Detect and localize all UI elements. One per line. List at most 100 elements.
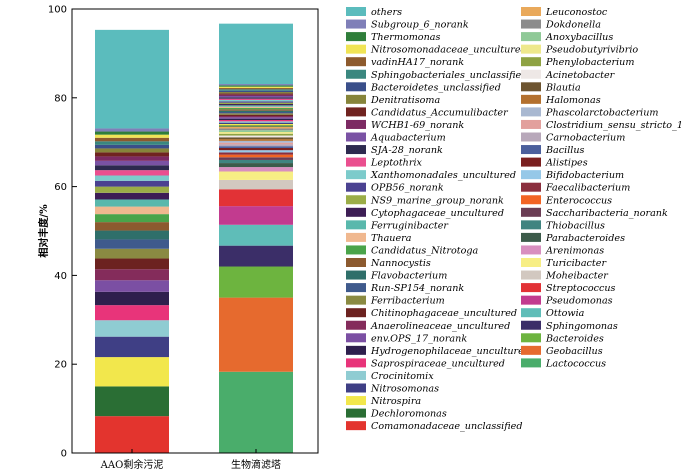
bar-segment bbox=[219, 89, 293, 91]
bar-segment bbox=[95, 180, 169, 187]
legend-swatch bbox=[521, 57, 541, 67]
legend-label: Denitratisoma bbox=[370, 95, 440, 106]
y-tick-label: 0 bbox=[61, 449, 67, 460]
legend-label: vadinHA17_norank bbox=[371, 57, 464, 68]
bar-segment bbox=[95, 156, 169, 161]
legend-label: Nitrosomonadaceae_uncultured bbox=[370, 45, 527, 56]
legend-swatch bbox=[521, 132, 541, 142]
legend-swatch bbox=[346, 119, 366, 129]
legend-label: Cytophagaceae_uncultured bbox=[371, 208, 504, 219]
bar-segment bbox=[95, 214, 169, 223]
legend-label: Alistipes bbox=[545, 158, 588, 169]
legend-label: Clostridium_sensu_stricto_1 bbox=[546, 120, 683, 131]
legend-label: WCHB1-69_norank bbox=[371, 120, 464, 131]
legend-label: Turicibacter bbox=[546, 258, 607, 269]
legend-swatch bbox=[521, 82, 541, 92]
legend-label: Run-SP154_norank bbox=[370, 283, 464, 294]
legend-label: Faecalibacterium bbox=[545, 183, 630, 194]
legend-swatch bbox=[346, 270, 366, 280]
legend-label: Bifidobacterium bbox=[545, 170, 624, 181]
bar-segment bbox=[219, 121, 293, 123]
axis-frame bbox=[71, 8, 319, 454]
bar-segment bbox=[219, 159, 293, 164]
legend-swatch bbox=[346, 245, 366, 255]
legend-label: Xanthomonadales_uncultured bbox=[370, 170, 516, 181]
bar-segment bbox=[95, 248, 169, 259]
bar-segment bbox=[219, 126, 293, 129]
bar-segment bbox=[219, 135, 293, 138]
bar-segment bbox=[219, 167, 293, 172]
legend-swatch bbox=[346, 396, 366, 406]
bar-segment bbox=[95, 128, 169, 132]
bar-segment bbox=[95, 134, 169, 138]
bar-segment bbox=[95, 239, 169, 249]
legend-swatch bbox=[346, 107, 366, 117]
legend-label: Moheibacter bbox=[545, 271, 609, 282]
legend-label: Arenimonas bbox=[545, 245, 604, 256]
legend-swatch bbox=[521, 69, 541, 79]
bar-segment bbox=[95, 386, 169, 417]
legend-label: Dechloromonas bbox=[370, 409, 447, 420]
bar-segment bbox=[219, 152, 293, 155]
legend-swatch bbox=[346, 370, 366, 380]
bar-segment bbox=[219, 371, 293, 453]
legend-swatch bbox=[521, 94, 541, 104]
legend-swatch bbox=[521, 308, 541, 318]
legend-swatch bbox=[346, 232, 366, 242]
legend-swatch bbox=[346, 345, 366, 355]
bar-segment bbox=[95, 258, 169, 270]
bar-segment bbox=[95, 186, 169, 193]
bar-segment bbox=[219, 144, 293, 147]
bar-segment bbox=[219, 112, 293, 114]
bar-segment bbox=[95, 152, 169, 157]
legend-swatch bbox=[521, 358, 541, 368]
legend-swatch bbox=[346, 19, 366, 29]
bar-segment bbox=[219, 266, 293, 298]
y-tick-label: 100 bbox=[48, 5, 67, 16]
bar-segment bbox=[95, 416, 169, 453]
bar-segment bbox=[219, 131, 293, 134]
bar-segment bbox=[219, 171, 293, 180]
bar-segment bbox=[219, 125, 293, 127]
bar-segment bbox=[219, 157, 293, 160]
legend-swatch bbox=[346, 283, 366, 293]
legend-swatch bbox=[346, 258, 366, 267]
legend-swatch bbox=[346, 57, 366, 67]
legend-swatch bbox=[346, 195, 366, 205]
legend-label: Ferruginibacter bbox=[370, 220, 449, 231]
legend-label: Lactococcus bbox=[545, 358, 606, 369]
bar-segment bbox=[219, 140, 293, 143]
bar-segment bbox=[219, 86, 293, 89]
legend-swatch bbox=[346, 157, 366, 167]
legend-label: Thermomonas bbox=[371, 32, 440, 43]
legend-label: Dokdonella bbox=[545, 20, 601, 31]
bar-segment bbox=[219, 120, 293, 122]
legend-swatch bbox=[346, 82, 366, 92]
legend-label: Candidatus_Accumulibacter bbox=[371, 107, 509, 118]
legend-swatch bbox=[346, 32, 366, 42]
legend-label: Chitinophagaceae_uncultured bbox=[371, 308, 517, 319]
legend-swatch bbox=[346, 132, 366, 142]
legend-swatch bbox=[521, 320, 541, 330]
bar-segment bbox=[95, 170, 169, 176]
legend-label: Phascolarctobacterium bbox=[545, 107, 659, 118]
legend-label: Candidatus_Nitrotoga bbox=[371, 245, 479, 256]
bar-segment bbox=[219, 117, 293, 119]
bar-segment bbox=[219, 101, 293, 103]
legend-label: Nitrospira bbox=[370, 396, 421, 407]
legend-label: Halomonas bbox=[545, 95, 601, 106]
bar-segment bbox=[95, 29, 169, 129]
bar-segment bbox=[219, 102, 293, 105]
bar-segment bbox=[95, 199, 169, 207]
bar-segment bbox=[95, 192, 169, 200]
legend-label: Flavobacterium bbox=[370, 271, 447, 282]
legend-label: Nitrosomonas bbox=[370, 384, 439, 395]
bar-segment bbox=[95, 160, 169, 166]
bar-segment bbox=[219, 150, 293, 153]
legend-label: Saccharibacteria_norank bbox=[546, 208, 668, 219]
bar-segment bbox=[219, 114, 293, 117]
legend-label: Subgroup_6_norank bbox=[371, 20, 469, 31]
category-label: AAO剩余污泥 bbox=[100, 458, 164, 471]
bar-segment bbox=[219, 206, 293, 225]
bar-segment bbox=[219, 163, 293, 168]
